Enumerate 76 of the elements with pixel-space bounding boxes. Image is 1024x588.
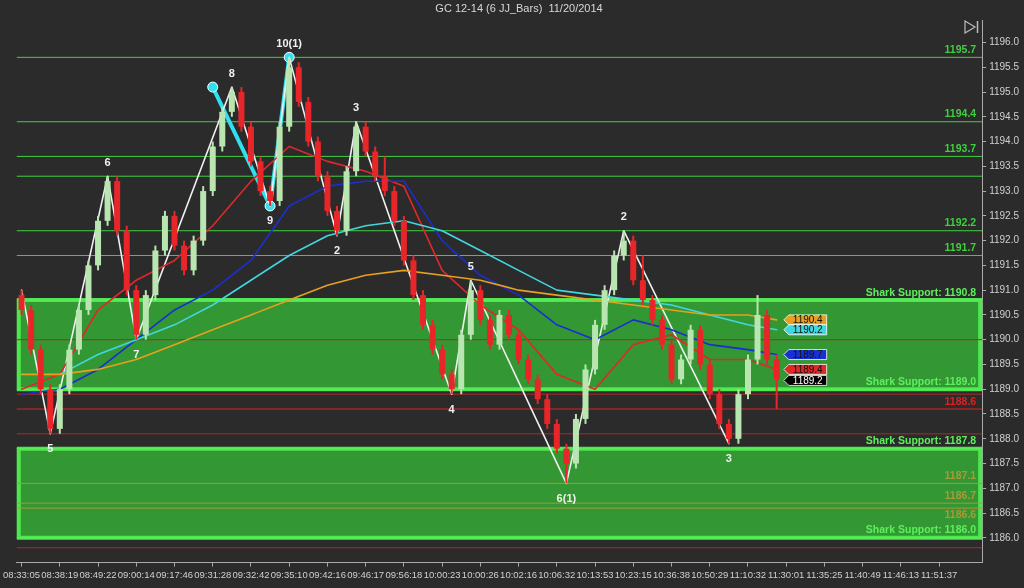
y-tick-label: 1191.0 bbox=[989, 283, 1020, 295]
x-tick-label: 09:00:14 bbox=[117, 568, 155, 580]
chart-title: GC 12-14 (6 JJ_Bars) 11/20/2014 bbox=[435, 1, 603, 14]
ref-line-label: 1195.7 bbox=[944, 42, 977, 55]
annotation: 4 bbox=[448, 402, 456, 415]
annotation: 3 bbox=[353, 101, 360, 114]
x-tick-label: 10:06:32 bbox=[538, 568, 576, 580]
y-tick-label: 1192.0 bbox=[989, 234, 1020, 246]
x-tick-label: 10:00:26 bbox=[461, 568, 499, 580]
x-tick-label: 10:13:53 bbox=[576, 568, 614, 580]
ref-line-label: 1194.4 bbox=[944, 107, 977, 120]
y-tick-label: 1189.5 bbox=[989, 358, 1020, 370]
annotation: 2 bbox=[333, 244, 341, 257]
annotation: 2 bbox=[620, 210, 627, 223]
x-tick-label: 10:36:38 bbox=[653, 568, 691, 580]
y-tick-label: 1193.0 bbox=[989, 184, 1020, 196]
y-tick-label: 1192.5 bbox=[989, 209, 1020, 221]
ref-line-label: 1188.6 bbox=[944, 394, 977, 407]
y-tick-label: 1188.0 bbox=[989, 432, 1020, 444]
data-label: 1189.4 bbox=[792, 363, 824, 375]
ref-line-label: Shark Support: 1186.0 bbox=[865, 523, 977, 536]
x-tick-label: 08:49:22 bbox=[79, 568, 117, 580]
x-tick-label: 09:31:28 bbox=[194, 568, 232, 580]
y-tick-label: 1187.5 bbox=[989, 457, 1020, 469]
y-tick-label: 1194.0 bbox=[989, 135, 1020, 147]
y-tick-label: 1189.0 bbox=[989, 382, 1020, 394]
annotation: 6(1) bbox=[556, 491, 577, 504]
annotation: 9 bbox=[267, 214, 274, 227]
x-tick-label: 09:42:16 bbox=[308, 568, 346, 580]
x-tick-label: 09:35:10 bbox=[270, 568, 308, 580]
ref-line-label: Shark Support: 1190.8 bbox=[865, 285, 977, 298]
data-label: 1190.4 bbox=[792, 314, 824, 326]
y-tick-label: 1195.5 bbox=[989, 61, 1020, 73]
y-tick-label: 1194.5 bbox=[989, 110, 1020, 122]
y-tick-label: 1193.5 bbox=[989, 160, 1020, 172]
annotation: 10(1) bbox=[276, 36, 303, 49]
x-tick-label: 10:23:15 bbox=[614, 568, 652, 580]
x-tick-label: 08:33:05 bbox=[3, 568, 41, 580]
annotation: 7 bbox=[133, 348, 140, 361]
x-tick-label: 09:56:18 bbox=[385, 568, 423, 580]
x-tick-label: 11:46:13 bbox=[882, 568, 920, 580]
y-tick-label: 1188.5 bbox=[989, 407, 1020, 419]
x-tick-label: 11:40:49 bbox=[844, 568, 881, 580]
y-tick-label: 1187.0 bbox=[989, 482, 1020, 494]
x-tick-label: 11:35:25 bbox=[806, 568, 843, 580]
ref-line-label: 1186.6 bbox=[944, 508, 977, 521]
ref-line-label: 1187.1 bbox=[944, 468, 977, 481]
y-tick-label: 1190.0 bbox=[989, 333, 1020, 345]
x-tick-label: 11:10:32 bbox=[729, 568, 767, 580]
y-tick-label: 1186.0 bbox=[989, 531, 1020, 543]
ref-line-label: 1186.7 bbox=[944, 488, 977, 501]
ref-line-label: 1191.7 bbox=[944, 241, 977, 254]
x-tick-label: 09:17:46 bbox=[156, 568, 193, 580]
ref-line-label: 1192.2 bbox=[944, 216, 977, 229]
annotation: 8 bbox=[228, 66, 235, 79]
x-tick-label: 09:46:17 bbox=[347, 568, 385, 580]
x-tick-label: 11:51:37 bbox=[921, 568, 958, 580]
annotation: 6 bbox=[104, 155, 111, 168]
y-tick-label: 1196.0 bbox=[989, 36, 1020, 48]
data-label: 1189.7 bbox=[792, 348, 824, 360]
ref-line-label: Shark Support: 1187.8 bbox=[865, 434, 977, 447]
data-label: 1190.2 bbox=[792, 324, 824, 336]
y-tick-label: 1190.5 bbox=[989, 308, 1020, 320]
x-tick-label: 10:50:29 bbox=[691, 568, 729, 580]
x-tick-label: 08:38:19 bbox=[41, 568, 79, 580]
x-tick-label: 10:00:23 bbox=[423, 568, 461, 580]
annotation: 1189.2 bbox=[792, 374, 824, 386]
x-tick-label: 09:32:42 bbox=[232, 568, 270, 580]
annotation: 3 bbox=[725, 452, 732, 465]
x-tick-label: 11:30:01 bbox=[768, 568, 805, 580]
x-tick-label: 10:02:16 bbox=[500, 568, 538, 580]
y-tick-label: 1186.5 bbox=[989, 506, 1020, 518]
y-tick-label: 1195.0 bbox=[989, 85, 1020, 97]
ref-line-label: Shark Support: 1189.0 bbox=[865, 374, 977, 387]
ref-line-label: 1193.7 bbox=[944, 142, 977, 155]
y-tick-label: 1191.5 bbox=[989, 259, 1020, 271]
